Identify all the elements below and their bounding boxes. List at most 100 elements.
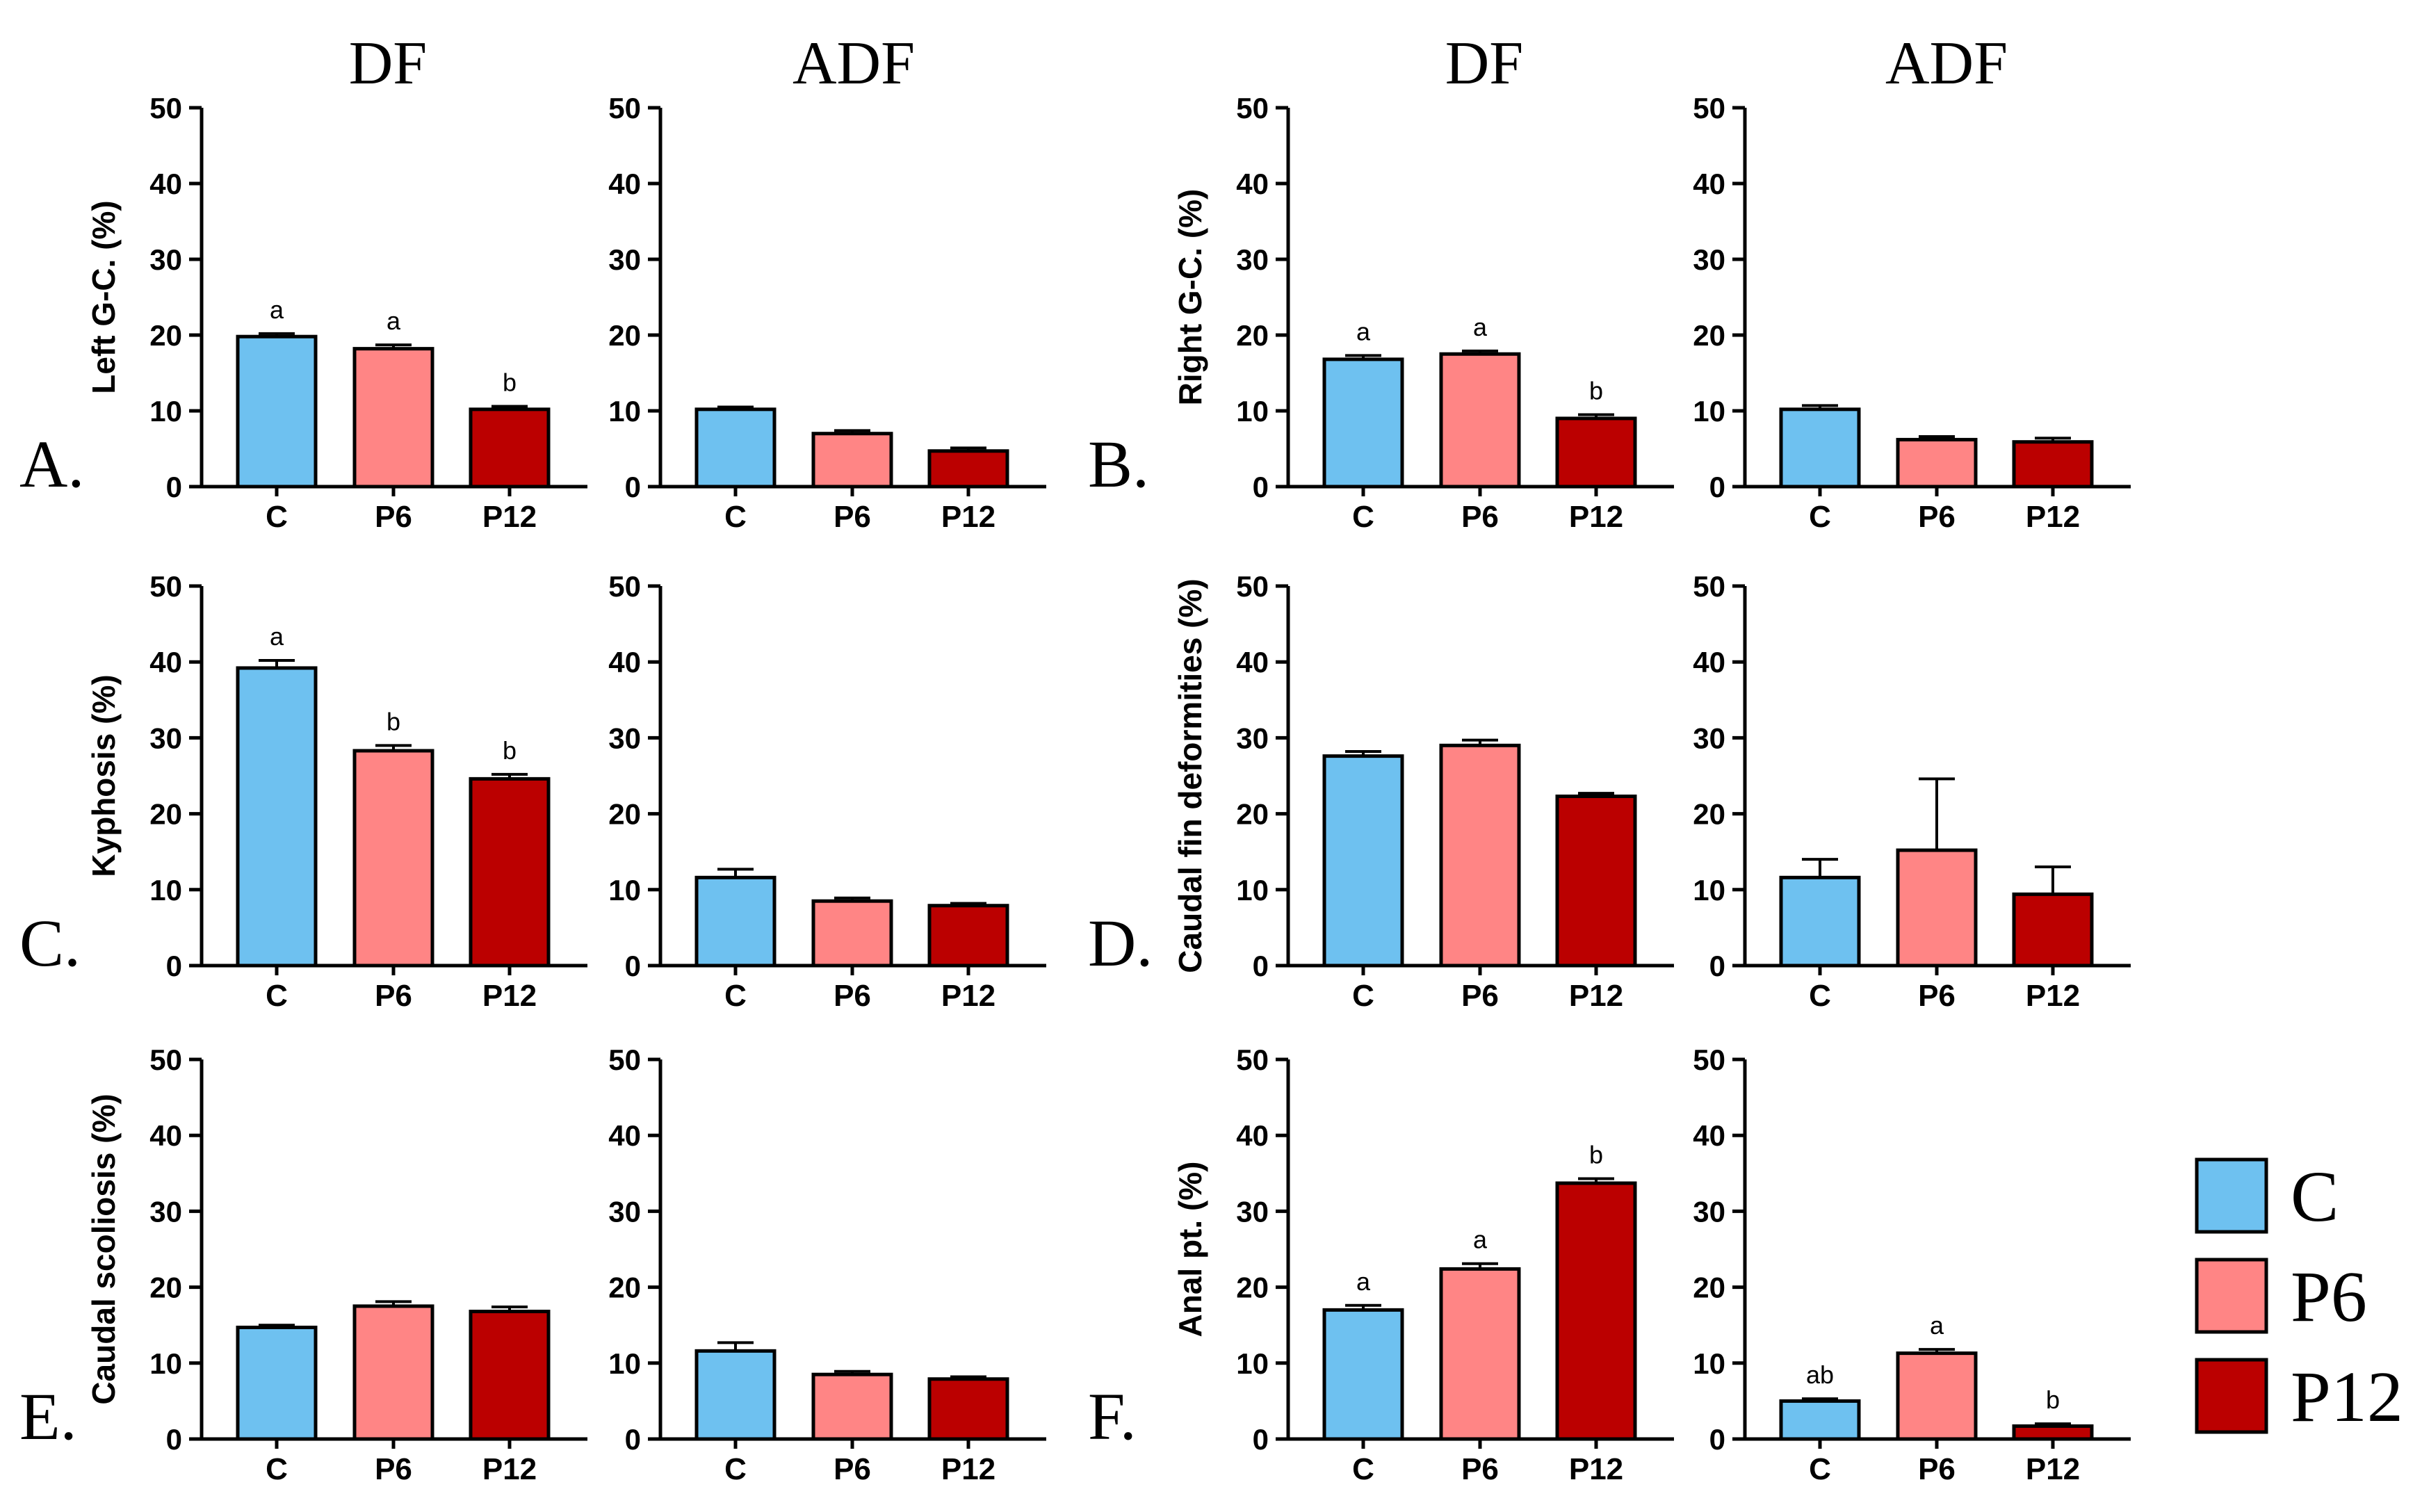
category-label: P6 <box>1918 500 1956 534</box>
bar-p6 <box>811 1372 893 1441</box>
y-tick-label: 40 <box>608 1119 641 1152</box>
column-title-right-adf: ADF <box>1885 30 2008 97</box>
bar-c <box>236 1325 318 1441</box>
y-tick-label: 50 <box>608 92 641 124</box>
legend-swatch-p12 <box>2195 1358 2268 1434</box>
bar-p12 <box>927 904 1009 968</box>
y-tick-label: 10 <box>149 1347 182 1380</box>
bar-c <box>1779 1399 1861 1441</box>
bar-p6 <box>1439 743 1521 968</box>
significance-label: a <box>1473 313 1488 341</box>
category-label: P12 <box>2026 500 2080 534</box>
significance-label: a <box>1356 1267 1371 1296</box>
bar-p6 <box>1439 352 1521 489</box>
y-axis-label: Kyphosis (%) <box>86 674 122 877</box>
y-tick-label: 0 <box>625 471 641 503</box>
y-tick-label: 40 <box>1693 168 1725 200</box>
panel-e-adf: 0 10 20 30 40 50 C P6 P12 <box>608 1043 1046 1486</box>
category-label: P6 <box>834 979 871 1013</box>
y-tick-label: 50 <box>149 92 182 124</box>
category-label: P12 <box>941 1452 995 1486</box>
y-tick-label: 50 <box>149 570 182 603</box>
bar-c <box>1322 754 1404 968</box>
bar-p12 <box>927 1377 1009 1441</box>
y-tick-label: 40 <box>1236 1119 1269 1152</box>
bar-p12 <box>2012 892 2094 968</box>
bar-p12 <box>2012 440 2094 489</box>
significance-label: a <box>270 622 284 651</box>
category-label: C <box>1809 979 1831 1013</box>
chart-panels: 0 10 20 30 40 50 Ca P6 a P12 b Left G-C. (%)A. 0 10 20… <box>19 92 2131 1486</box>
category-label: P6 <box>1461 979 1499 1013</box>
panel-letter: C. <box>19 906 81 980</box>
significance-label: a <box>387 307 401 335</box>
y-tick-label: 40 <box>608 168 641 200</box>
legend-swatch-p6 <box>2195 1258 2268 1334</box>
panel-d-df: 0 10 20 30 40 50 C P6 P12 Caudal fin deformities … <box>1088 570 1674 1013</box>
y-tick-label: 50 <box>608 1043 641 1076</box>
y-tick-label: 50 <box>149 1043 182 1076</box>
y-axis-label: Anal pt. (%) <box>1172 1162 1208 1338</box>
category-label: P6 <box>375 1452 412 1486</box>
category-label: P12 <box>941 979 995 1013</box>
y-tick-label: 30 <box>1693 722 1725 754</box>
y-tick-label: 50 <box>1236 570 1269 603</box>
y-tick-label: 30 <box>1236 722 1269 754</box>
bar-p12 <box>927 449 1009 489</box>
column-title-right-df: DF <box>1445 30 1524 97</box>
y-tick-label: 30 <box>149 722 182 754</box>
bar-c <box>1322 1308 1404 1441</box>
y-tick-label: 30 <box>149 1195 182 1228</box>
category-label: P12 <box>1569 979 1623 1013</box>
y-tick-label: 30 <box>1236 243 1269 276</box>
y-tick-label: 40 <box>1693 1119 1725 1152</box>
y-tick-label: 20 <box>608 319 641 352</box>
significance-label: a <box>270 295 284 324</box>
bar-p6 <box>1896 848 1978 968</box>
bar-p6 <box>352 347 434 489</box>
category-label: P6 <box>1461 500 1499 534</box>
y-tick-label: 20 <box>149 1271 182 1304</box>
y-tick-label: 0 <box>166 1423 182 1456</box>
category-label: C <box>1809 500 1831 534</box>
y-tick-label: 10 <box>1693 874 1725 907</box>
category-label: P12 <box>482 1452 537 1486</box>
y-tick-label: 30 <box>608 722 641 754</box>
bar-p12 <box>1555 794 1637 968</box>
y-tick-label: 20 <box>1693 319 1725 352</box>
y-tick-label: 30 <box>1693 1195 1725 1228</box>
category-label: P6 <box>834 1452 871 1486</box>
panel-c-adf: 0 10 20 30 40 50 C P6 P12 <box>608 570 1046 1013</box>
category-label: P12 <box>482 500 537 534</box>
y-tick-label: 40 <box>1693 646 1725 678</box>
bar-p12 <box>1555 416 1637 489</box>
category-label: C <box>724 500 747 534</box>
bar-p6 <box>1896 437 1978 489</box>
category-label: P6 <box>834 500 871 534</box>
significance-label: b <box>387 707 400 735</box>
bar-c <box>236 334 318 489</box>
y-tick-label: 0 <box>1253 471 1269 503</box>
y-tick-label: 10 <box>149 395 182 428</box>
y-tick-label: 20 <box>149 319 182 352</box>
panel-f-df: 0 10 20 30 40 50 Ca P6 a P12 b Anal pt. (%) F. <box>1088 1043 1674 1486</box>
y-tick-label: 40 <box>149 168 182 200</box>
bar-p12 <box>2012 1424 2094 1441</box>
category-label: C <box>1352 1452 1374 1486</box>
category-label: P6 <box>375 500 412 534</box>
significance-label: a <box>1930 1311 1944 1340</box>
panel-a-adf: 0 10 20 30 40 50 C P6 P12 <box>608 92 1046 534</box>
y-tick-label: 0 <box>1253 1423 1269 1456</box>
y-tick-label: 20 <box>149 798 182 831</box>
y-tick-label: 10 <box>1693 395 1725 428</box>
y-tick-label: 50 <box>608 570 641 603</box>
y-tick-label: 40 <box>1236 168 1269 200</box>
significance-label: a <box>1356 317 1371 346</box>
y-tick-label: 20 <box>1236 1271 1269 1304</box>
bar-c <box>1779 875 1861 968</box>
category-label: C <box>724 979 747 1013</box>
y-tick-label: 10 <box>1693 1347 1725 1380</box>
y-tick-label: 30 <box>608 1195 641 1228</box>
y-tick-label: 10 <box>608 874 641 907</box>
y-tick-label: 10 <box>1236 1347 1269 1380</box>
